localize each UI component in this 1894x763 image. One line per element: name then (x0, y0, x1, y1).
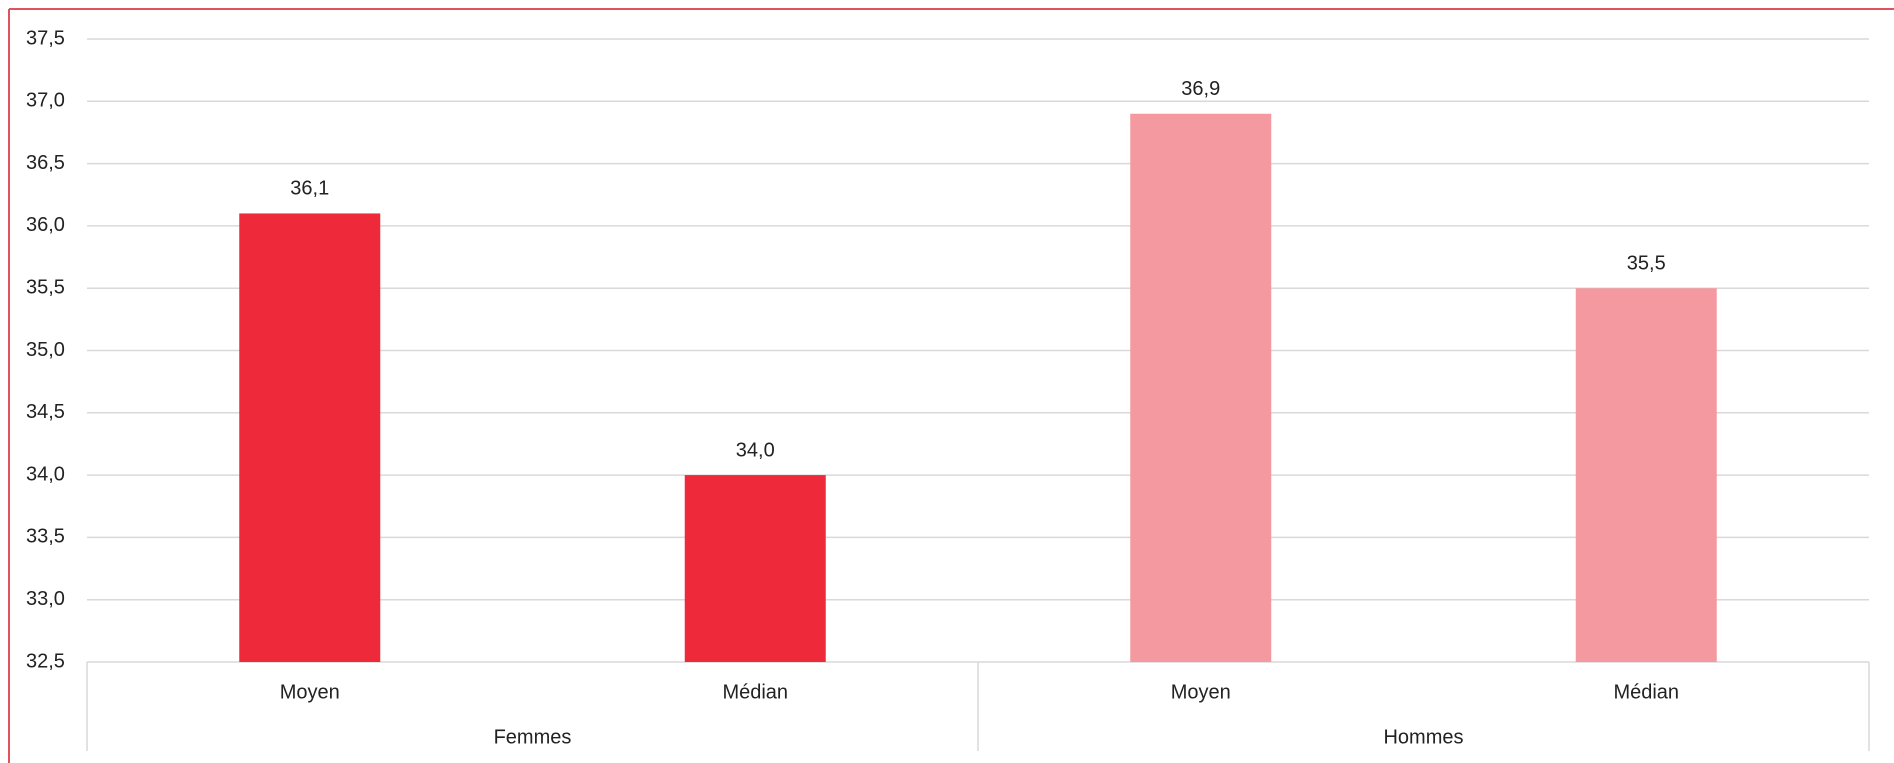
bar (684, 475, 826, 662)
y-tick-label: 33,5 (26, 526, 65, 548)
y-tick-label: 37,5 (26, 27, 65, 49)
y-tick-label: 35,5 (26, 276, 65, 298)
group-label: Hommes (1383, 726, 1463, 748)
x-tick-label: Médian (722, 681, 788, 703)
value-label: 35,5 (1627, 252, 1666, 274)
value-label: 34,0 (736, 439, 775, 461)
y-tick-label: 34,0 (26, 463, 65, 485)
y-tick-label: 33,0 (26, 588, 65, 610)
y-tick-label: 35,0 (26, 339, 65, 361)
x-tick-label: Moyen (1171, 681, 1231, 703)
y-tick-label: 36,0 (26, 214, 65, 236)
x-tick-label: Médian (1613, 681, 1679, 703)
group-label: Femmes (494, 726, 572, 748)
bar (1575, 288, 1717, 662)
bar (239, 213, 381, 662)
y-tick-label: 34,5 (26, 401, 65, 423)
y-tick-label: 36,5 (26, 152, 65, 174)
value-label: 36,9 (1181, 78, 1220, 100)
x-tick-label: Moyen (280, 681, 340, 703)
bar (1130, 113, 1272, 662)
y-tick-label: 32,5 (26, 650, 65, 672)
value-label: 36,1 (290, 178, 329, 200)
y-tick-label: 37,0 (26, 90, 65, 112)
